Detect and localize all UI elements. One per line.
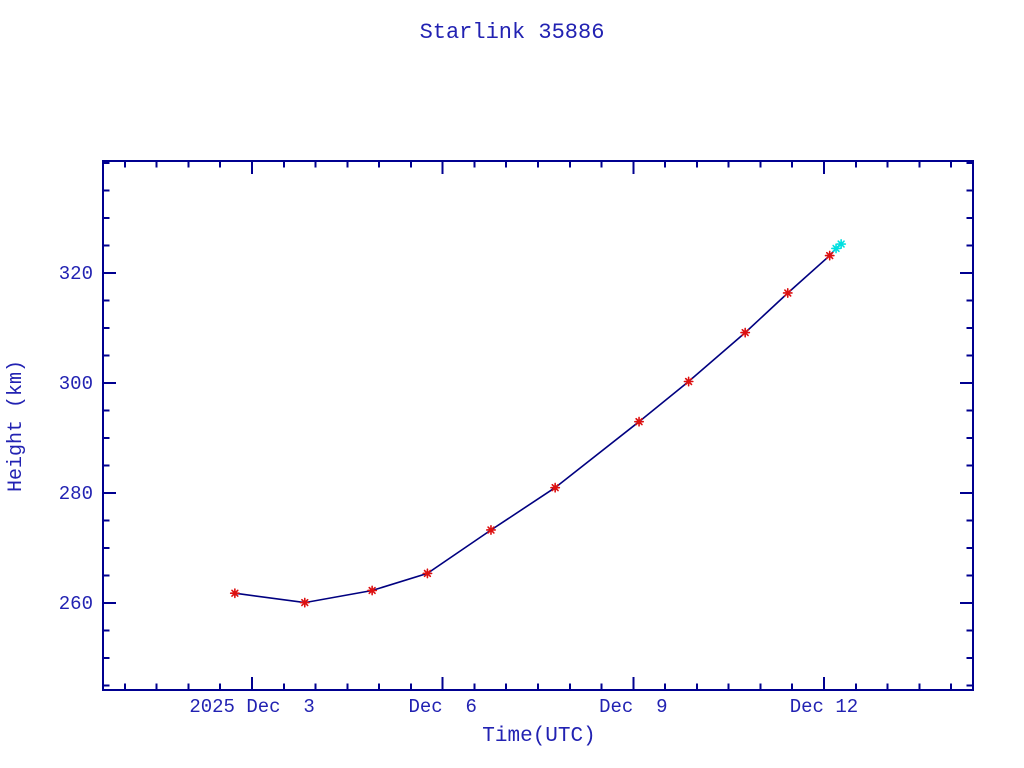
x-tick-label: 2025 Dec 3 xyxy=(189,696,314,718)
y-tick-label: 300 xyxy=(59,373,93,395)
observed-point-marker xyxy=(229,588,240,599)
tick-labels: 2025 Dec 3 Dec 6 Dec 9 Dec 12 260 280 300 320 xyxy=(59,263,858,718)
height-trend-line xyxy=(234,243,842,604)
plot-frame xyxy=(102,160,974,691)
x-tick-label: Dec 6 xyxy=(408,696,476,718)
x-axis-label: Time(UTC) xyxy=(482,725,595,748)
y-axis-label: Height (km) xyxy=(5,360,28,492)
y-tick-label: 320 xyxy=(59,263,93,285)
chart-title: Starlink 35886 xyxy=(420,20,605,45)
plot-box xyxy=(102,160,974,691)
data-markers xyxy=(229,239,847,608)
observed-point-marker xyxy=(422,568,433,579)
observed-point-marker xyxy=(634,416,645,427)
observed-point-marker xyxy=(824,250,835,261)
y-tick-label: 260 xyxy=(59,593,93,615)
y-tick-label: 280 xyxy=(59,483,93,505)
axis-ticks xyxy=(103,161,973,690)
x-tick-label: Dec 9 xyxy=(599,696,667,718)
observed-point-marker xyxy=(550,482,561,493)
observed-point-marker xyxy=(782,287,793,298)
x-tick-label: Dec 12 xyxy=(790,696,858,718)
observed-point-marker xyxy=(485,524,496,535)
observed-point-marker xyxy=(299,597,310,608)
predicted-point-marker xyxy=(836,239,847,250)
observed-point-marker xyxy=(683,376,694,387)
observed-point-marker xyxy=(740,327,751,338)
predicted-point-marker xyxy=(831,243,842,254)
data-line xyxy=(234,243,842,604)
observed-point-marker xyxy=(367,585,378,596)
